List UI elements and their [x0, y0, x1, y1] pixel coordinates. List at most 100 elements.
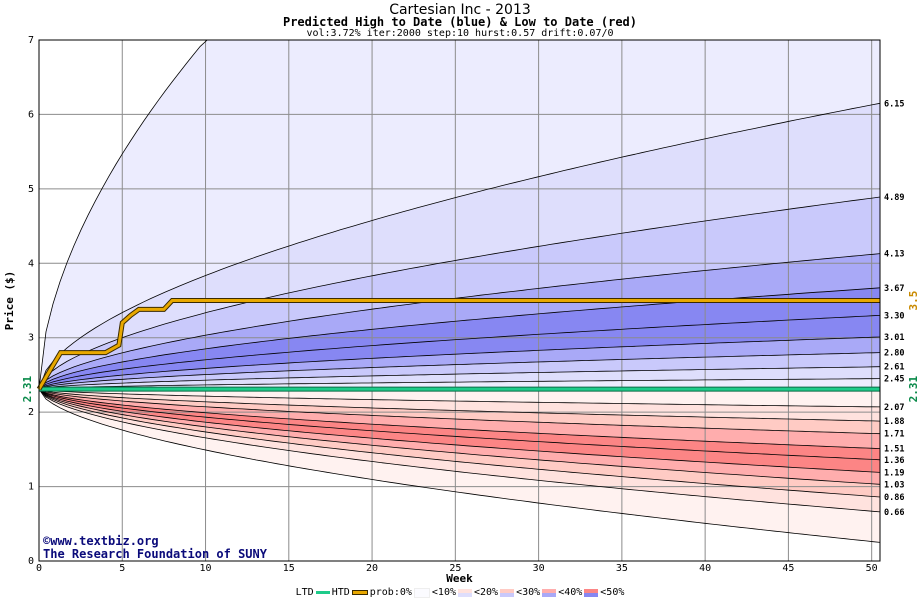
y-tick-label-6: 6	[28, 109, 34, 120]
red-end-label-4: 1.36	[884, 456, 904, 466]
blue-end-label-8: 2.45	[884, 375, 904, 385]
ltd-value-label: 2.31	[907, 375, 920, 402]
chart-subtitle: Predicted High to Date (blue) & Low to D…	[282, 15, 637, 29]
red-quantile-curve-7	[38, 388, 881, 498]
red-end-label-1: 1.88	[884, 417, 904, 427]
legend-bucket-20: <20%	[474, 587, 499, 598]
red-quantile-curve-5	[38, 388, 881, 473]
red-quantile-curve-3	[38, 388, 881, 449]
legend-swatch-10	[458, 588, 472, 597]
x-tick-label-45: 45	[782, 563, 794, 574]
blue-end-label-2: 4.13	[884, 250, 904, 260]
x-tick-label-0: 0	[36, 563, 42, 574]
blue-quantile-curve-6	[38, 352, 881, 390]
red-end-label-6: 1.03	[884, 480, 904, 490]
x-tick-label-15: 15	[283, 563, 295, 574]
blue-band-1	[39, 103, 880, 390]
red-band-3	[39, 389, 880, 449]
red-end-label-5: 1.19	[884, 468, 904, 478]
x-tick-label-10: 10	[200, 563, 212, 574]
x-tick-label-35: 35	[616, 563, 628, 574]
x-tick-label-20: 20	[366, 563, 378, 574]
blue-end-label-1: 4.89	[884, 193, 904, 203]
htd-value-label: 3.5	[907, 291, 920, 311]
legend-prob-label: prob:0%	[369, 587, 412, 598]
watermark-url: ©www.textbiz.org	[43, 534, 159, 548]
red-quantile-curve-0	[38, 388, 881, 408]
legend-ltd-swatch	[315, 591, 330, 594]
x-axis-title: Week	[446, 572, 473, 585]
blue-end-label-0: 6.15	[884, 99, 904, 109]
y-tick-label-3: 3	[28, 333, 34, 344]
x-tick-label-25: 25	[449, 563, 461, 574]
red-band-2	[39, 389, 880, 434]
htd-line	[37, 299, 880, 390]
red-band-1	[39, 389, 880, 422]
red-end-label-7: 0.86	[884, 493, 904, 503]
legend-htd-swatch	[351, 590, 368, 595]
x-tick-label-30: 30	[533, 563, 545, 574]
y-tick-label-5: 5	[28, 184, 34, 195]
legend-swatch-0	[413, 587, 430, 598]
y-tick-label-7: 7	[28, 35, 34, 46]
legend-swatch-40	[584, 588, 599, 597]
blue-band-4	[39, 287, 880, 390]
legend-bucket-30: <30%	[516, 587, 541, 598]
red-quantile-curve-1	[38, 388, 881, 422]
chart-params: vol:3.72% iter:2000 step:10 hurst:0.57 d…	[306, 28, 614, 39]
plot-frame	[38, 39, 881, 562]
outer-low-curve	[38, 388, 881, 543]
red-quantile-curve-2	[38, 388, 881, 435]
legend-htd-label: HTD	[331, 587, 350, 598]
blue-quantile-curve-1	[38, 196, 881, 390]
y-tick-label-0: 0	[28, 556, 34, 567]
blue-band-0	[39, 40, 880, 390]
red-band-6	[39, 389, 880, 485]
y-axis-title: Price ($)	[3, 271, 16, 331]
y-tick-label-4: 4	[28, 258, 34, 269]
y-tick-label-2: 2	[28, 407, 34, 418]
start-price-label: 2.31	[21, 375, 34, 402]
x-tick-label-5: 5	[119, 563, 125, 574]
blue-band-6	[39, 337, 880, 390]
blue-end-label-6: 2.80	[884, 349, 904, 359]
blue-band-9	[39, 378, 880, 390]
red-end-label-2: 1.71	[884, 430, 904, 440]
red-quantile-curve-4	[38, 388, 881, 461]
blue-band-3	[39, 253, 880, 390]
blue-end-label-7: 2.61	[884, 363, 904, 373]
legend-bucket-10: <10%	[431, 587, 456, 598]
blue-band-7	[39, 352, 880, 390]
blue-quantile-curve-8	[38, 378, 881, 390]
blue-band-5	[39, 315, 880, 390]
red-quantile-curve-6	[38, 388, 881, 485]
red-band-8	[39, 389, 880, 512]
blue-quantile-curve-3	[38, 287, 881, 390]
legend-swatch-30	[542, 588, 557, 597]
blue-end-label-5: 3.01	[884, 333, 904, 343]
red-end-label-3: 1.51	[884, 445, 904, 455]
chart-title: Cartesian Inc - 2013	[389, 2, 531, 18]
red-end-label-8: 0.66	[884, 508, 904, 518]
legend-ltd-label: LTD	[295, 587, 314, 598]
red-band-9	[39, 389, 880, 543]
blue-end-label-4: 3.30	[884, 311, 904, 321]
red-band-0	[39, 389, 880, 407]
legend-bucket-50: <50%	[600, 587, 625, 598]
blue-end-label-3: 3.67	[884, 284, 904, 294]
red-band-4	[39, 389, 880, 460]
y-tick-label-1: 1	[28, 482, 34, 493]
red-quantile-curve-8	[38, 388, 881, 513]
blue-quantile-curve-5	[38, 336, 881, 390]
legend-swatch-20	[500, 588, 515, 597]
legend-bucket-40: <40%	[558, 587, 583, 598]
blue-quantile-curve-0	[38, 102, 881, 390]
blue-band-2	[39, 197, 880, 390]
x-tick-label-50: 50	[866, 563, 878, 574]
red-band-5	[39, 389, 880, 473]
blue-quantile-curve-4	[38, 315, 881, 390]
watermark-org: The Research Foundation of SUNY	[43, 547, 267, 561]
x-tick-label-40: 40	[699, 563, 711, 574]
blue-quantile-curve-2	[38, 253, 881, 390]
